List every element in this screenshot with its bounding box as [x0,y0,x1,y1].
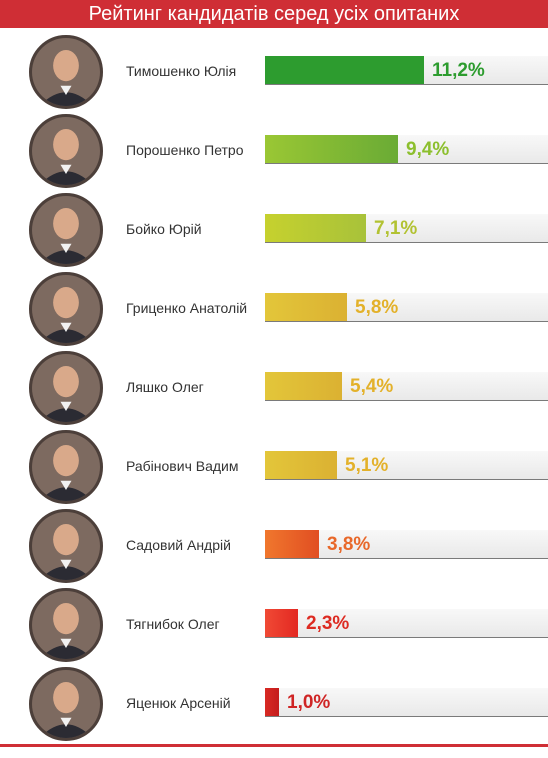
candidate-name: Ляшко Олег [126,379,204,395]
candidate-name: Порошенко Петро [126,142,244,158]
candidate-name: Яценюк Арсеній [126,695,231,711]
bar-baseline [265,479,548,480]
candidate-name: Тимошенко Юлія [126,63,237,79]
candidate-row: Ляшко Олег 5,4% [0,349,548,429]
bar [265,372,342,400]
bar-value-label: 1,0% [287,692,331,713]
candidate-row: Тимошенко Юлія 11,2% [0,33,548,113]
bar-baseline [265,716,548,717]
candidate-name: Гриценко Анатолій [126,300,248,316]
bar-baseline [265,242,548,243]
bar-value-label: 5,4% [350,376,394,397]
bar [265,293,347,321]
bar [265,56,424,84]
candidate-photo [29,351,103,425]
bar [265,214,366,242]
bar-track [265,609,548,637]
candidate-photo [29,114,103,188]
candidate-row: Бойко Юрій 7,1% [0,191,548,271]
candidate-name: Тягнибок Олег [126,616,220,632]
bar-baseline [265,637,548,638]
chart-title: Рейтинг кандидатів серед усіх опитаних [0,0,548,28]
bar-value-label: 7,1% [374,218,418,239]
bar [265,451,337,479]
bar-value-label: 9,4% [406,139,450,160]
candidate-row: Яценюк Арсеній 1,0% [0,665,548,745]
candidate-row: Тягнибок Олег 2,3% [0,586,548,666]
bar-track [265,688,548,716]
bar-value-label: 2,3% [306,613,350,634]
candidate-name: Рабінович Вадим [126,458,239,474]
bar [265,135,398,163]
bar-baseline [265,163,548,164]
candidate-photo [29,193,103,267]
bar-value-label: 5,1% [345,455,389,476]
candidate-row: Гриценко Анатолій 5,8% [0,270,548,350]
candidate-row: Садовий Андрій 3,8% [0,507,548,587]
bar-value-label: 5,8% [355,297,399,318]
candidate-photo [29,430,103,504]
bottom-divider [0,744,548,747]
bar-baseline [265,558,548,559]
candidate-name: Бойко Юрій [126,221,202,237]
candidate-name: Садовий Андрій [126,537,231,553]
bar [265,530,319,558]
bar-baseline [265,84,548,85]
bar-baseline [265,321,548,322]
bar-value-label: 3,8% [327,534,371,555]
candidate-photo [29,588,103,662]
candidate-photo [29,667,103,741]
bar [265,688,279,716]
bar [265,609,298,637]
candidate-row: Порошенко Петро 9,4% [0,112,548,192]
bar-baseline [265,400,548,401]
candidate-photo [29,35,103,109]
candidate-photo [29,509,103,583]
bar-value-label: 11,2% [432,60,485,81]
candidate-photo [29,272,103,346]
candidate-row: Рабінович Вадим 5,1% [0,428,548,508]
